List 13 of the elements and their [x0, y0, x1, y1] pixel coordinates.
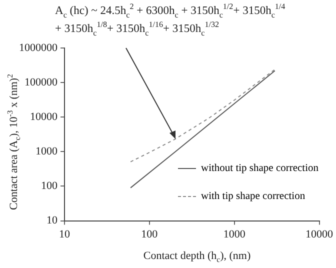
y-tick-label: 1000 [36, 146, 58, 158]
x-tick-label: 1000 [223, 228, 246, 240]
legend-label: with tip shape correction [201, 191, 306, 202]
x-tick-label: 10000 [306, 228, 334, 240]
x-tick-label: 100 [141, 228, 158, 240]
x-axis-title: Contact depth (h$_{c}$), (nm) [143, 250, 251, 264]
y-tick-label: 100000 [24, 76, 58, 88]
x-tick-label: 10 [59, 228, 70, 240]
y-tick-label: 10 [46, 214, 58, 227]
y-tick-label: 1000000 [19, 42, 58, 54]
legend-label: without tip shape correction [201, 163, 319, 174]
y-tick-label: 10000 [30, 111, 58, 124]
y-tick-label: 100 [41, 180, 58, 192]
